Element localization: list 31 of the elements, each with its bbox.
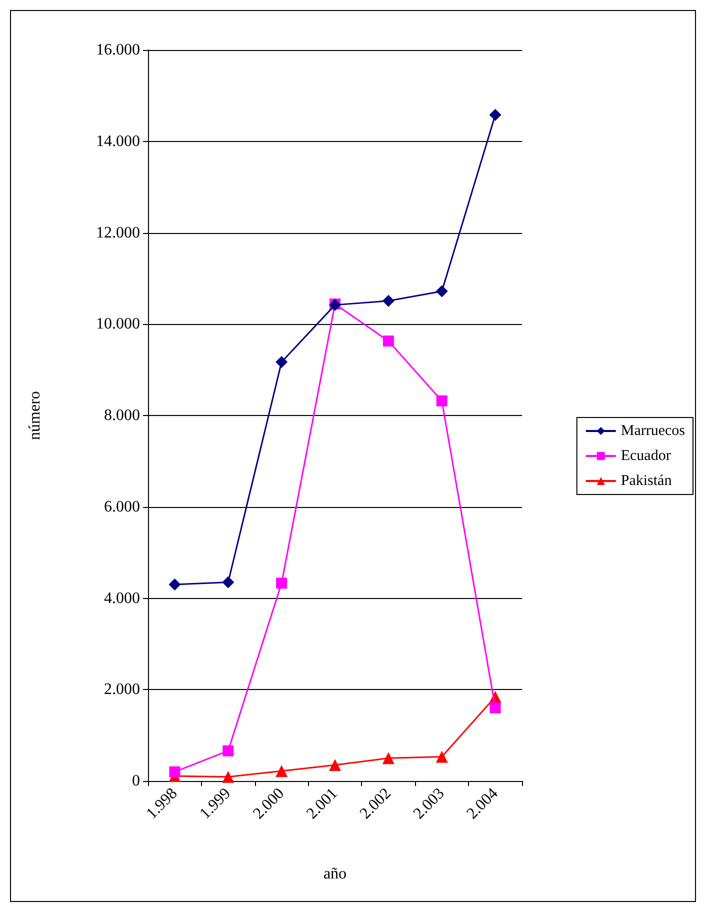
point <box>276 764 288 777</box>
point <box>382 294 394 307</box>
point <box>490 702 501 714</box>
y-tick-label: 16.000 <box>96 42 140 58</box>
point <box>436 395 448 406</box>
point <box>382 336 394 347</box>
point <box>222 770 234 783</box>
point <box>489 108 502 121</box>
x-axis-title: año <box>323 866 347 882</box>
y-tick-label: 0 <box>132 772 140 790</box>
point <box>276 578 288 589</box>
y-tick-label: 12.000 <box>96 224 140 242</box>
point <box>168 578 181 591</box>
point <box>276 356 288 368</box>
point <box>169 766 180 778</box>
point <box>222 745 234 756</box>
legend-label: Pakistán <box>620 473 672 489</box>
point <box>436 285 448 298</box>
legend-label: Ecuador <box>620 448 671 464</box>
y-axis-title: número <box>26 391 44 440</box>
y-tick-label: 14.000 <box>96 132 140 150</box>
point <box>436 750 448 763</box>
point <box>329 759 341 772</box>
y-tick-label: 4.000 <box>104 590 140 607</box>
legend-label: Marruecos <box>620 423 686 439</box>
y-tick-label: 10.000 <box>96 316 140 333</box>
y-tick-label: 6.000 <box>104 498 140 516</box>
y-tick-label: 8.000 <box>104 407 140 424</box>
point <box>222 576 234 588</box>
y-tick-label: 2.000 <box>104 681 140 698</box>
point <box>382 752 394 764</box>
